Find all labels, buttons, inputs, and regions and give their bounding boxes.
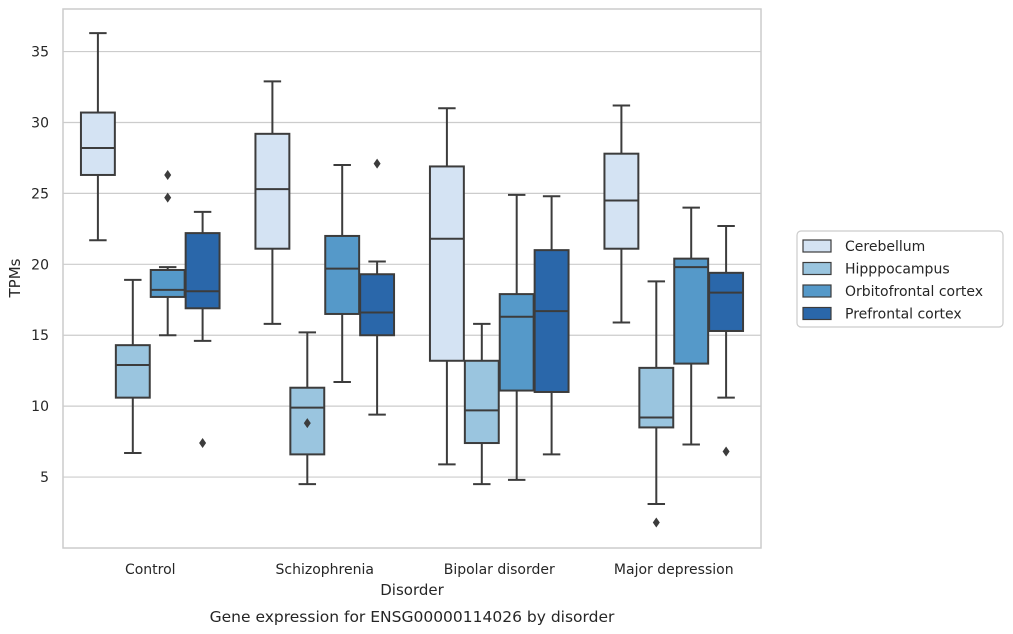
box-group — [254, 80, 291, 325]
box-group — [463, 322, 500, 486]
box-group — [114, 278, 151, 454]
chart-caption: Gene expression for ENSG00000114026 by d… — [210, 608, 615, 626]
y-tick-label: 5 — [40, 470, 49, 486]
box-group — [638, 280, 675, 528]
x-tick-label: Major depression — [614, 562, 734, 578]
box — [463, 359, 500, 445]
grid-lines — [63, 50, 761, 478]
legend-frame — [796, 230, 1004, 328]
box — [254, 132, 291, 250]
box — [79, 111, 116, 176]
box — [428, 165, 465, 362]
outlier-point — [164, 169, 172, 180]
plot-frame — [62, 8, 762, 549]
box-group — [428, 107, 465, 466]
y-tick-label: 20 — [31, 257, 49, 273]
legend-swatch — [802, 284, 832, 298]
outlier-point — [303, 418, 311, 429]
box-group — [533, 195, 570, 456]
x-axis-label: Disorder — [380, 581, 444, 599]
box-group — [498, 193, 535, 481]
y-tick-label: 30 — [31, 115, 49, 131]
outlier-point — [722, 446, 730, 457]
box — [359, 273, 396, 337]
box — [708, 271, 745, 332]
box-group — [324, 164, 361, 384]
box-group — [79, 32, 116, 242]
legend-label: Orbitofrontal cortex — [845, 284, 983, 300]
box-group — [149, 169, 186, 337]
box — [149, 268, 186, 298]
y-tick-labels: 5 10 15 20 25 30 35 — [31, 45, 49, 487]
legend-swatch — [802, 261, 832, 276]
outlier-point — [199, 438, 207, 449]
x-tick-label: Control — [125, 562, 176, 578]
legend: Cerebellum Hipppocampus Orbitofrontal cort… — [796, 230, 1004, 328]
legend-label: Prefrontal cortex — [845, 307, 962, 323]
box — [498, 293, 535, 392]
outlier-point — [164, 192, 172, 203]
outlier-point — [652, 517, 660, 528]
box-groups — [79, 32, 745, 528]
box — [673, 257, 710, 365]
box-group — [708, 225, 745, 457]
x-tick-label: Schizophrenia — [276, 562, 374, 578]
y-axis-label: TPMs — [6, 258, 24, 298]
legend-label: Hipppocampus — [845, 262, 950, 278]
y-tick-label: 35 — [31, 45, 49, 61]
legend-label: Cerebellum — [845, 239, 925, 255]
box-group — [289, 331, 326, 486]
legend-swatch — [802, 239, 832, 253]
box — [114, 344, 151, 399]
y-tick-label: 10 — [31, 399, 49, 415]
y-tick-label: 15 — [31, 328, 49, 344]
outlier-point — [373, 158, 381, 169]
box-group — [673, 206, 710, 446]
x-tick-labels: Control Schizophrenia Bipolar disorder Majo… — [125, 562, 734, 578]
box-group — [359, 158, 396, 416]
box-group — [184, 210, 221, 449]
box — [324, 234, 361, 315]
box — [184, 232, 221, 310]
legend-swatch — [802, 306, 832, 321]
y-tick-label: 25 — [31, 186, 49, 202]
box — [533, 249, 570, 393]
x-tick-label: Bipolar disorder — [444, 562, 555, 578]
box-group — [603, 104, 640, 324]
